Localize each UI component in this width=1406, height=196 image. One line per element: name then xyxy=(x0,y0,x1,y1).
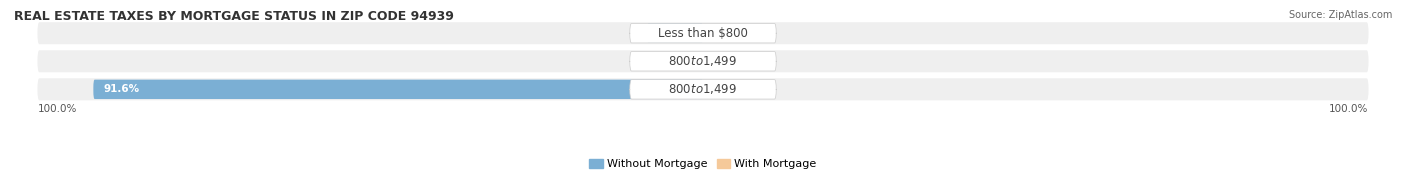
Text: 0.0%: 0.0% xyxy=(671,56,696,66)
Legend: Without Mortgage, With Mortgage: Without Mortgage, With Mortgage xyxy=(589,159,817,170)
FancyBboxPatch shape xyxy=(93,80,703,99)
Text: 91.6%: 91.6% xyxy=(103,84,139,94)
Text: REAL ESTATE TAXES BY MORTGAGE STATUS IN ZIP CODE 94939: REAL ESTATE TAXES BY MORTGAGE STATUS IN … xyxy=(14,10,454,23)
FancyBboxPatch shape xyxy=(38,78,1368,100)
FancyBboxPatch shape xyxy=(38,22,1368,44)
Text: 0.0%: 0.0% xyxy=(710,56,735,66)
FancyBboxPatch shape xyxy=(630,80,776,99)
Text: Source: ZipAtlas.com: Source: ZipAtlas.com xyxy=(1288,10,1392,20)
Text: 100.0%: 100.0% xyxy=(1329,103,1368,113)
Text: 100.0%: 100.0% xyxy=(38,103,77,113)
FancyBboxPatch shape xyxy=(647,24,703,43)
Text: 8.4%: 8.4% xyxy=(657,28,686,38)
Text: 0.0%: 0.0% xyxy=(710,84,735,94)
FancyBboxPatch shape xyxy=(630,52,776,71)
Text: $800 to $1,499: $800 to $1,499 xyxy=(668,54,738,68)
Text: Less than $800: Less than $800 xyxy=(658,27,748,40)
Text: 0.0%: 0.0% xyxy=(710,28,735,38)
FancyBboxPatch shape xyxy=(38,50,1368,72)
Text: $800 to $1,499: $800 to $1,499 xyxy=(668,82,738,96)
FancyBboxPatch shape xyxy=(630,24,776,43)
